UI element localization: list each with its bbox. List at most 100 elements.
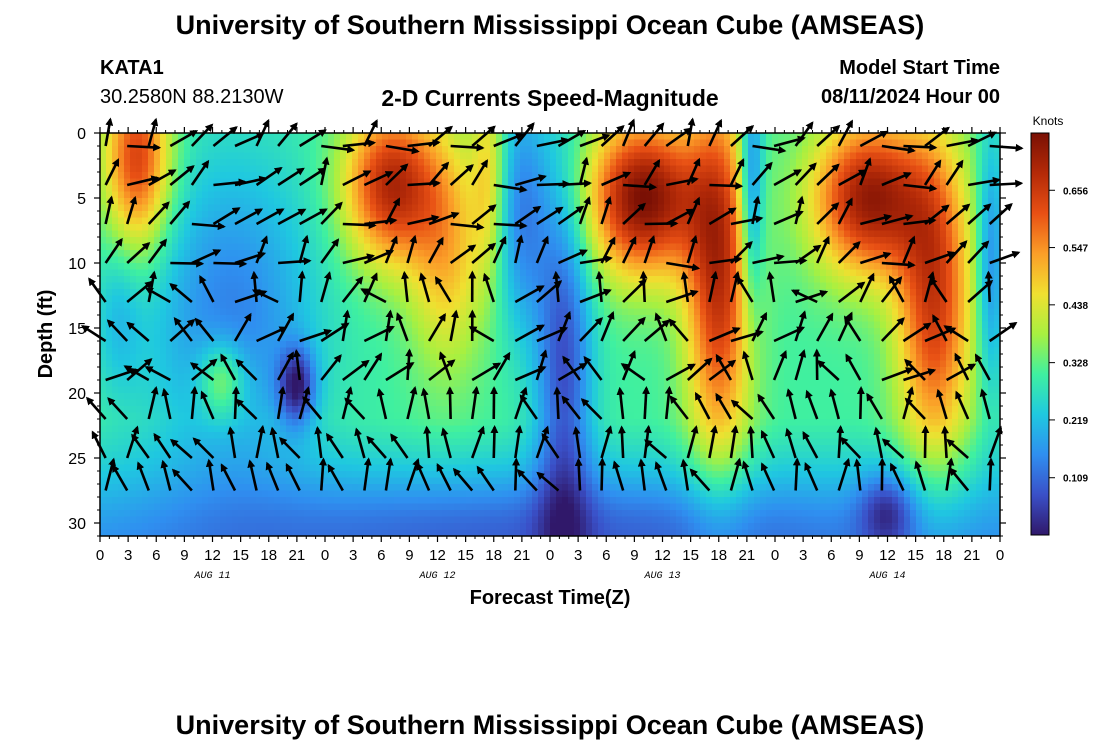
heatmap-cell	[700, 191, 707, 199]
heatmap-cell	[832, 263, 839, 270]
heatmap-cell	[574, 315, 581, 322]
heatmap-cell	[412, 250, 419, 257]
heatmap-cell	[712, 165, 719, 173]
heatmap-cell	[838, 146, 845, 153]
heatmap-cell	[616, 263, 623, 270]
heatmap-cell	[304, 152, 311, 160]
heatmap-cell	[448, 224, 455, 231]
heatmap-cell	[532, 237, 539, 244]
heatmap-cell	[772, 250, 779, 257]
heatmap-cell	[484, 256, 491, 264]
heatmap-cell	[574, 172, 581, 179]
heatmap-cell	[544, 302, 551, 309]
heatmap-cell	[298, 178, 305, 186]
heatmap-cell	[364, 165, 371, 173]
heatmap-cell	[226, 341, 233, 348]
heatmap-cell	[658, 256, 665, 264]
heatmap-cell	[850, 256, 857, 264]
heatmap-cell	[904, 321, 911, 329]
heatmap-cell	[700, 146, 707, 153]
heatmap-cell	[268, 178, 275, 186]
heatmap-cell	[604, 308, 611, 316]
heatmap-cell	[526, 204, 533, 212]
heatmap-cell	[394, 178, 401, 186]
heatmap-cell	[280, 211, 287, 218]
heatmap-cell	[592, 133, 599, 140]
heatmap-cell	[790, 243, 797, 251]
heatmap-cell	[694, 146, 701, 153]
heatmap-cell	[796, 341, 803, 348]
heatmap-cell	[328, 334, 335, 342]
heatmap-cell	[202, 191, 209, 199]
heatmap-cell	[514, 191, 521, 199]
heatmap-cell	[196, 243, 203, 251]
heatmap-cell	[772, 263, 779, 270]
heatmap-cell	[664, 295, 671, 303]
heatmap-cell	[346, 185, 353, 192]
heatmap-cell	[844, 328, 851, 335]
heatmap-cell	[562, 230, 569, 238]
heatmap-cell	[442, 211, 449, 218]
heatmap-cell	[652, 302, 659, 309]
heatmap-cell	[466, 198, 473, 205]
heatmap-cell	[526, 185, 533, 192]
heatmap-cell	[886, 328, 893, 335]
heatmap-cell	[526, 230, 533, 238]
heatmap-cell	[634, 276, 641, 283]
heatmap-cell	[352, 191, 359, 199]
heatmap-cell	[880, 282, 887, 290]
heatmap-cell	[286, 165, 293, 173]
heatmap-cell	[634, 263, 641, 270]
heatmap-cell	[376, 341, 383, 348]
heatmap-cell	[808, 308, 815, 316]
heatmap-cell	[736, 211, 743, 218]
heatmap-cell	[676, 321, 683, 329]
heatmap-cell	[106, 185, 113, 192]
heatmap-cell	[442, 178, 449, 186]
heatmap-cell	[256, 243, 263, 251]
heatmap-cell	[784, 224, 791, 231]
heatmap-cell	[118, 159, 125, 166]
heatmap-cell	[568, 139, 575, 147]
heatmap-cell	[304, 295, 311, 303]
heatmap-cell	[628, 191, 635, 199]
heatmap-cell	[262, 308, 269, 316]
heatmap-cell	[112, 198, 119, 205]
heatmap-cell	[142, 308, 149, 316]
heatmap-cell	[256, 269, 263, 277]
heatmap-cell	[610, 172, 617, 179]
heatmap-cell	[598, 328, 605, 335]
heatmap-cell	[334, 250, 341, 257]
heatmap-cell	[112, 269, 119, 277]
heatmap-cell	[148, 211, 155, 218]
heatmap-cell	[796, 159, 803, 166]
heatmap-cell	[598, 178, 605, 186]
heatmap-cell	[628, 250, 635, 257]
heatmap-cell	[736, 321, 743, 329]
heatmap-cell	[850, 165, 857, 173]
heatmap-cell	[478, 185, 485, 192]
heatmap-cell	[718, 295, 725, 303]
heatmap-cell	[856, 139, 863, 147]
heatmap-cell	[580, 341, 587, 348]
heatmap-cell	[886, 302, 893, 309]
heatmap-cell	[796, 321, 803, 329]
heatmap-cell	[358, 250, 365, 257]
heatmap-cell	[508, 302, 515, 309]
heatmap-cell	[208, 243, 215, 251]
heatmap-cell	[184, 146, 191, 153]
heatmap-cell	[112, 321, 119, 329]
heatmap-cell	[772, 276, 779, 283]
station-coordinates: 30.2580N 88.2130W	[100, 86, 284, 108]
heatmap-cell	[226, 237, 233, 244]
heatmap-cell	[346, 211, 353, 218]
heatmap-cell	[772, 334, 779, 342]
heatmap-cell	[106, 139, 113, 147]
heatmap-cell	[844, 263, 851, 270]
heatmap-cell	[412, 269, 419, 277]
heatmap-cell	[610, 334, 617, 342]
heatmap-cell	[994, 341, 1001, 348]
heatmap-cell	[994, 224, 1001, 231]
heatmap-cell	[496, 159, 503, 166]
heatmap-cell	[496, 289, 503, 296]
